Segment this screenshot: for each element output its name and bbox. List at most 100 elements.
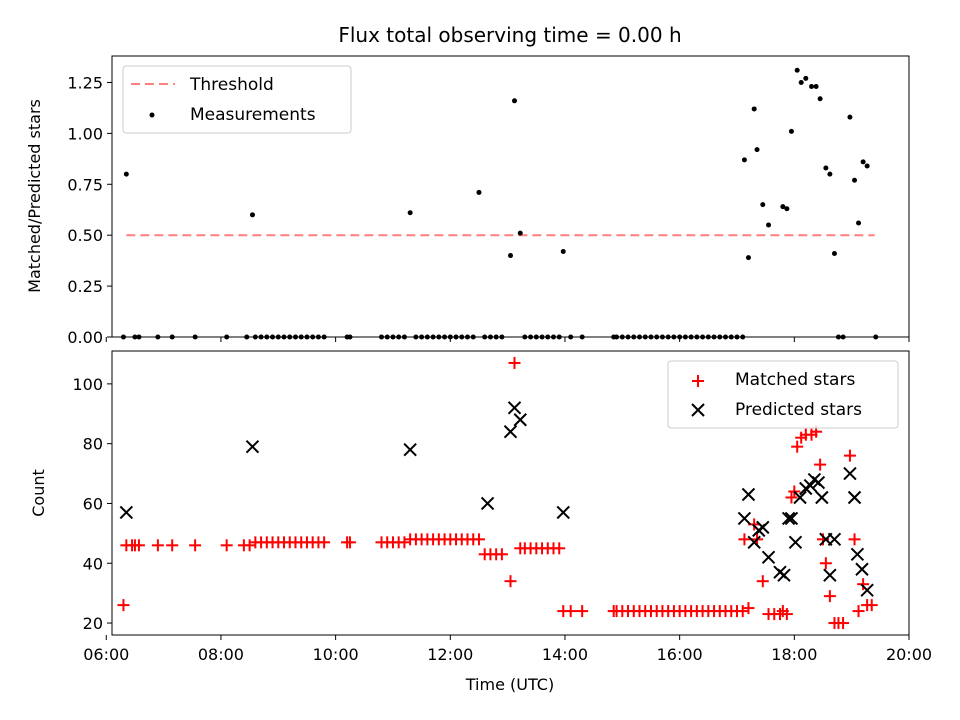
matched-star-point (742, 602, 755, 615)
predicted-star-point (403, 442, 417, 457)
predicted-star-point (788, 535, 803, 550)
matched-star-point (132, 539, 145, 552)
predicted-star-point (843, 466, 857, 481)
x-tick-label: 12:00 (427, 645, 473, 664)
matched-star-point (166, 539, 179, 552)
measurement-point (852, 177, 858, 183)
matched-star-point (738, 533, 751, 546)
predicted-star-point (815, 490, 829, 505)
matched-star-point (117, 599, 130, 612)
measurement-point (407, 210, 413, 216)
predicted-star-point (513, 413, 527, 427)
measurement-point (856, 220, 862, 226)
top-legend: Threshold Measurements (122, 65, 352, 134)
measurement-point (788, 128, 794, 134)
measurement-point (508, 253, 513, 259)
x-axis-label: Time (UTC) (465, 675, 554, 694)
x-tick-label: 16:00 (657, 645, 703, 664)
legend-predicted-swatch (691, 403, 705, 417)
x-tick-label: 08:00 (198, 645, 244, 664)
matched-star-point (318, 536, 331, 549)
matched-star-point (553, 542, 566, 555)
y-tick-label: 80 (83, 435, 103, 454)
matched-star-point (151, 539, 164, 552)
predicted-star-point (503, 425, 518, 439)
predicted-star-point (793, 490, 807, 505)
matched-star-point (220, 539, 233, 552)
matched-star-point (736, 605, 749, 618)
bottom-plot-marks (117, 356, 878, 630)
y-tick-label: 0.00 (67, 328, 103, 347)
predicted-star-point (245, 439, 260, 454)
predicted-star-point (556, 505, 570, 520)
predicted-star-point (777, 568, 791, 582)
measurement-point (823, 165, 829, 171)
predicted-star-point (781, 511, 796, 526)
measurement-point (766, 222, 772, 228)
matched-star-point (189, 539, 202, 552)
x-tick-label: 14:00 (542, 645, 588, 664)
measurement-point (249, 212, 255, 218)
x-tick-label: 20:00 (886, 645, 932, 664)
predicted-star-point (119, 505, 134, 520)
x-tick-label: 06:00 (83, 645, 129, 664)
predicted-star-point (823, 568, 837, 582)
matched-star-point (756, 575, 769, 588)
y-tick-label: 100 (72, 375, 103, 394)
top-y-axis-label: Matched/Predicted stars (25, 99, 44, 293)
measurement-point (512, 98, 518, 104)
y-tick-label: 60 (83, 494, 103, 513)
y-tick-label: 1.00 (67, 124, 103, 143)
matched-star-point (848, 533, 861, 546)
bottom-axis-ticks: 06:00 08:00 10:00 12:00 14:00 16:00 18:00 20:00… (72, 375, 932, 664)
measurement-point (803, 75, 809, 81)
legend-predicted-label: Predicted stars (735, 400, 862, 420)
measurement-point (794, 67, 800, 73)
measurement-point (123, 171, 129, 177)
matched-star-point (343, 536, 356, 549)
predicted-star-point (784, 511, 799, 526)
measurement-point (560, 248, 566, 254)
measurement-point (827, 171, 833, 177)
bottom-legend-box (667, 360, 899, 429)
top-plot-frame (111, 55, 910, 338)
predicted-star-point (480, 496, 495, 511)
measurement-point (847, 114, 853, 120)
top-plot-marks (120, 67, 879, 340)
predicted-star-point (827, 532, 842, 547)
bottom-legend: Matched stars Predicted stars (667, 360, 899, 429)
measurement-point (517, 230, 523, 236)
measurement-point (817, 96, 823, 102)
measurement-point (860, 159, 866, 165)
y-tick-label: 0.75 (67, 175, 103, 194)
chart-title: Flux total observing time = 0.00 h (338, 23, 681, 47)
matched-star-point (472, 533, 485, 546)
predicted-star-point (756, 520, 770, 535)
top-axis-ticks: 0.00 0.25 0.50 0.75 1.00 1.25 (67, 73, 910, 347)
predicted-star-point (847, 490, 862, 505)
measurement-point (780, 204, 786, 210)
predicted-star-point (855, 562, 869, 576)
y-tick-label: 40 (83, 554, 103, 573)
x-tick-label: 10:00 (313, 645, 359, 664)
measurement-point (784, 206, 790, 212)
measurement-point (864, 163, 870, 169)
measurement-point (754, 147, 760, 153)
matched-star-point (504, 575, 517, 588)
matched-star-point (852, 605, 865, 618)
y-tick-label: 0.50 (67, 226, 103, 245)
predicted-star-point (741, 487, 756, 502)
predicted-star-point (860, 583, 874, 597)
top-legend-box (122, 65, 352, 134)
measurement-point (751, 106, 757, 112)
matched-star-point (791, 440, 804, 453)
legend-measurements-swatch (149, 112, 155, 118)
predicted-star-point (747, 535, 761, 550)
matched-star-point (495, 548, 508, 561)
legend-matched-swatch (692, 375, 704, 387)
matched-star-point (865, 599, 878, 612)
measurement-point (798, 79, 804, 85)
matched-star-point (837, 617, 850, 630)
predicted-star-point (850, 547, 865, 561)
